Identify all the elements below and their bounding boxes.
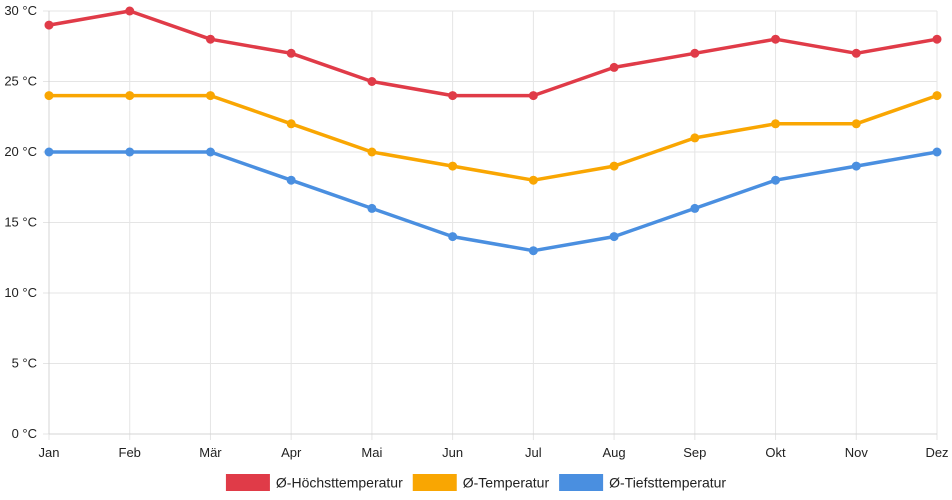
- series-line-o-temperatur: [47, 93, 939, 182]
- x-tick-label: Mär: [199, 445, 222, 460]
- legend-item-o-hoechsttemperatur[interactable]: Ø-Höchsttemperatur: [225, 474, 403, 491]
- data-point-o-temperatur[interactable]: [125, 91, 135, 101]
- x-tick-label: Jun: [442, 445, 463, 460]
- series-line-o-hoechsttemperatur: [47, 9, 939, 98]
- legend-label: Ø-Höchsttemperatur: [276, 475, 403, 491]
- data-point-o-temperatur[interactable]: [44, 91, 54, 101]
- legend-swatch: [412, 474, 457, 491]
- x-tick-label: Feb: [119, 445, 141, 460]
- legend-item-o-tiefsttemperatur[interactable]: Ø-Tiefsttemperatur: [559, 474, 726, 491]
- data-point-o-temperatur[interactable]: [286, 119, 296, 129]
- data-point-o-tiefsttemperatur[interactable]: [448, 232, 458, 242]
- legend-label: Ø-Temperatur: [463, 475, 550, 491]
- grid-lines: [43, 10, 938, 440]
- data-point-o-tiefsttemperatur[interactable]: [851, 161, 861, 171]
- axes: 0 °C 5 °C 10 °C 15 °C 20 °C 25 °C 30 °C Jan Feb M…: [4, 3, 948, 460]
- y-tick-label: 0 °C: [12, 426, 37, 441]
- y-tick-label: 15 °C: [4, 215, 37, 230]
- x-tick-label: Aug: [603, 445, 626, 460]
- data-point-o-tiefsttemperatur[interactable]: [609, 232, 619, 242]
- data-point-o-hoechsttemperatur[interactable]: [851, 48, 861, 58]
- x-tick-label: Jan: [39, 445, 60, 460]
- x-tick-label: Sep: [683, 445, 706, 460]
- legend-label: Ø-Tiefsttemperatur: [609, 475, 726, 491]
- y-tick-label: 10 °C: [4, 285, 37, 300]
- x-tick-label: Okt: [765, 445, 786, 460]
- data-point-o-hoechsttemperatur[interactable]: [690, 48, 700, 58]
- data-point-o-hoechsttemperatur[interactable]: [448, 91, 458, 101]
- data-point-o-temperatur[interactable]: [367, 147, 377, 157]
- x-tick-label: Nov: [845, 445, 869, 460]
- data-point-o-hoechsttemperatur[interactable]: [609, 62, 619, 72]
- data-point-o-tiefsttemperatur[interactable]: [771, 175, 781, 185]
- data-point-o-temperatur[interactable]: [528, 175, 538, 185]
- x-tick-label: Apr: [281, 445, 302, 460]
- data-point-o-tiefsttemperatur[interactable]: [44, 147, 54, 157]
- y-tick-label: 30 °C: [4, 3, 37, 18]
- data-point-o-temperatur[interactable]: [690, 133, 700, 143]
- data-point-o-hoechsttemperatur[interactable]: [528, 91, 538, 101]
- data-point-o-tiefsttemperatur[interactable]: [367, 203, 377, 213]
- series-lines: [44, 6, 942, 256]
- data-point-o-hoechsttemperatur[interactable]: [932, 34, 942, 44]
- legend-item-o-temperatur[interactable]: Ø-Temperatur: [412, 474, 550, 491]
- data-point-o-temperatur[interactable]: [932, 91, 942, 101]
- legend-swatch: [225, 474, 270, 491]
- data-point-o-hoechsttemperatur[interactable]: [205, 34, 215, 44]
- x-tick-label: Mai: [361, 445, 382, 460]
- data-point-o-hoechsttemperatur[interactable]: [771, 34, 781, 44]
- legend: Ø-Höchsttemperatur Ø-Temperatur Ø-Tiefstte…: [225, 474, 726, 491]
- data-point-o-tiefsttemperatur[interactable]: [528, 246, 538, 256]
- data-point-o-hoechsttemperatur[interactable]: [286, 48, 296, 58]
- data-point-o-temperatur[interactable]: [851, 119, 861, 129]
- series-line-o-tiefsttemperatur: [47, 150, 939, 253]
- data-point-o-tiefsttemperatur[interactable]: [286, 175, 296, 185]
- data-point-o-temperatur[interactable]: [448, 161, 458, 171]
- data-point-o-temperatur[interactable]: [771, 119, 781, 129]
- data-point-o-hoechsttemperatur[interactable]: [44, 20, 54, 30]
- data-point-o-tiefsttemperatur[interactable]: [932, 147, 942, 157]
- x-tick-label: Jul: [525, 445, 542, 460]
- y-tick-label: 25 °C: [4, 74, 37, 89]
- x-tick-label: Dez: [925, 445, 948, 460]
- series-o-temperatur: [44, 91, 942, 185]
- legend-swatch: [559, 474, 604, 491]
- data-point-o-tiefsttemperatur[interactable]: [125, 147, 135, 157]
- data-point-o-temperatur[interactable]: [205, 91, 215, 101]
- series-o-tiefsttemperatur: [44, 147, 942, 256]
- y-tick-label: 20 °C: [4, 144, 37, 159]
- data-point-o-tiefsttemperatur[interactable]: [205, 147, 215, 157]
- data-point-o-temperatur[interactable]: [609, 161, 619, 171]
- y-tick-label: 5 °C: [12, 356, 37, 371]
- data-point-o-tiefsttemperatur[interactable]: [690, 203, 700, 213]
- series-o-hoechsttemperatur: [44, 6, 942, 101]
- data-point-o-hoechsttemperatur[interactable]: [125, 6, 135, 16]
- data-point-o-hoechsttemperatur[interactable]: [367, 77, 377, 86]
